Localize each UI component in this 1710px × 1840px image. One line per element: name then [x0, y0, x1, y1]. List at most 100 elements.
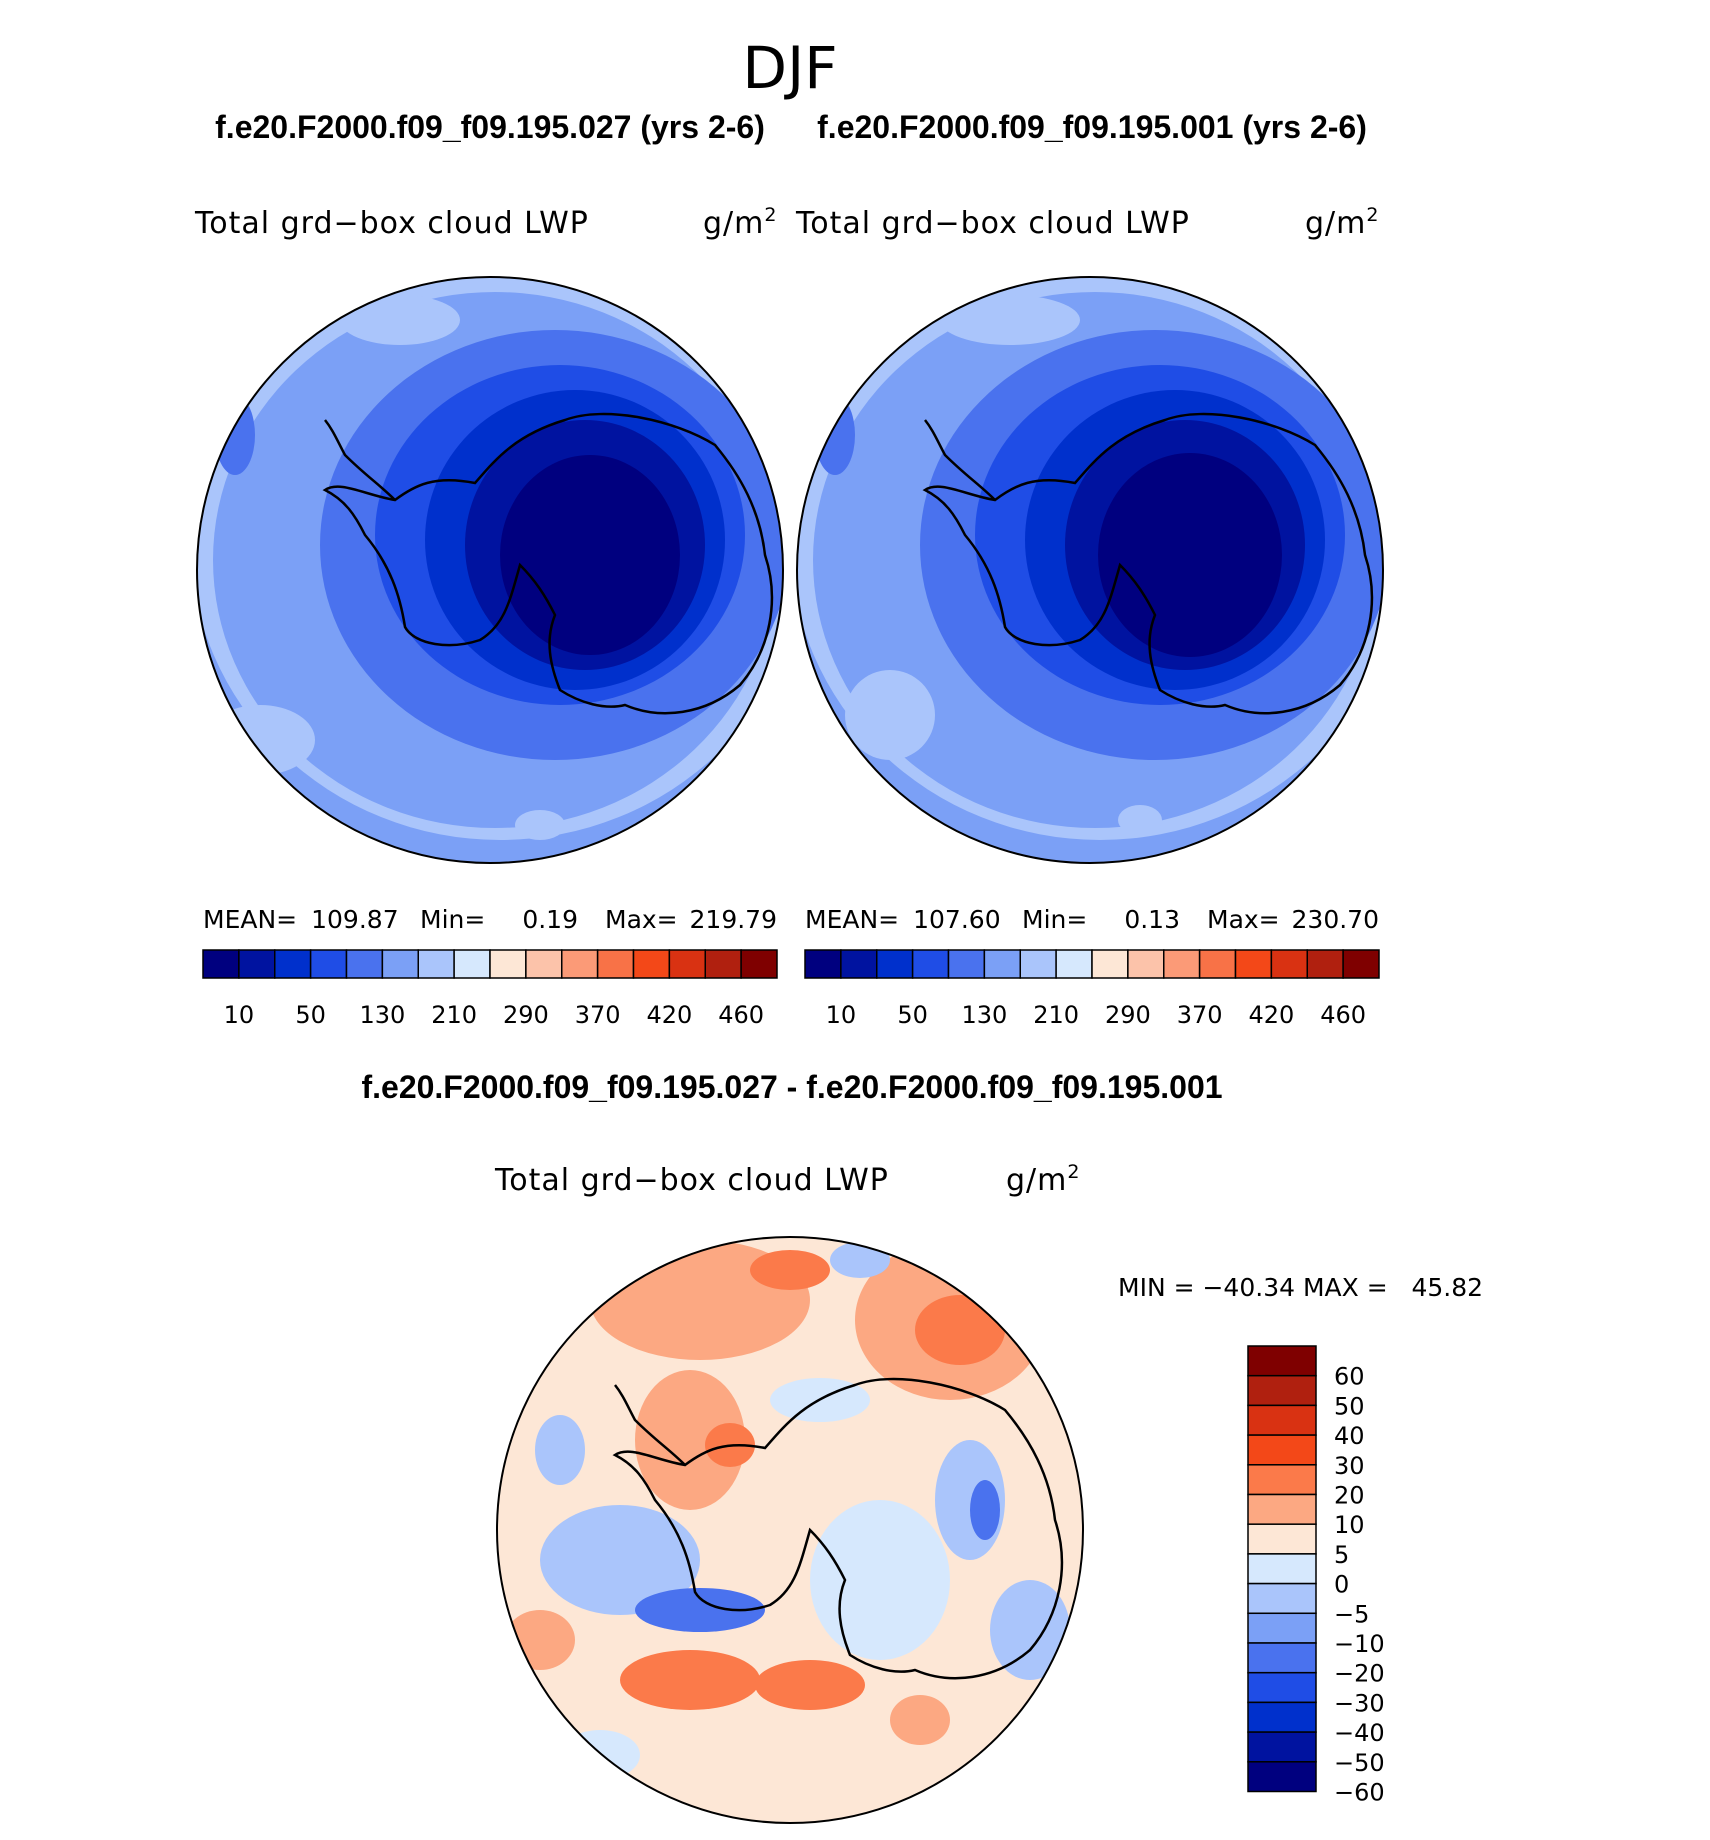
left-colorbar-tick-label: 210	[431, 1001, 477, 1029]
right-colorbar-box	[876, 949, 914, 979]
diff-colorbar-tick-label: −5	[1334, 1600, 1369, 1628]
diff-map-outline	[496, 1236, 1084, 1824]
left-colorbar-tick-label: 420	[646, 1001, 692, 1029]
left-case-title: f.e20.F2000.f09_f09.195.027 (yrs 2-6)	[215, 109, 765, 145]
diff-minmax: MIN = −40.34 MAX = 45.82	[1118, 1273, 1483, 1302]
diff-colorbar-box	[1247, 1731, 1317, 1763]
diff-colorbar-tick-label: 50	[1334, 1392, 1365, 1420]
right-colorbar-box	[1198, 949, 1237, 979]
left-colorbar-box	[561, 949, 599, 979]
svg-text:MEAN=107.60: MEAN= 107.60	[805, 905, 1001, 934]
diff-colorbar-tick-label: −50	[1334, 1749, 1385, 1777]
right-colorbar-box	[1234, 949, 1273, 979]
left-colorbar-box	[740, 949, 778, 979]
left-panel: f.e20.F2000.f09_f09.195.027 (yrs 2-6) To…	[194, 109, 784, 1029]
right-panel: f.e20.F2000.f09_f09.195.001 (yrs 2-6) To…	[795, 109, 1384, 1029]
left-colorbar-box	[489, 949, 527, 979]
diff-panel: f.e20.F2000.f09_f09.195.027 - f.e20.F200…	[361, 1069, 1483, 1824]
svg-text:0.19: 0.19	[522, 905, 578, 934]
right-variable-label: Total grd−box cloud LWP	[795, 206, 1190, 241]
left-colorbar-box	[238, 949, 276, 979]
diff-colorbar-box	[1247, 1523, 1317, 1555]
diff-colorbar-tick-label: 40	[1334, 1422, 1365, 1450]
left-colorbar-tick-label: 460	[718, 1001, 764, 1029]
diff-colorbar-tick-label: 30	[1334, 1452, 1365, 1480]
svg-text:0.13: 0.13	[1124, 905, 1180, 934]
diff-variable-label: Total grd−box cloud LWP	[494, 1163, 889, 1198]
left-colorbar-tick-label: 50	[295, 1001, 326, 1029]
right-case-title: f.e20.F2000.f09_f09.195.001 (yrs 2-6)	[817, 109, 1367, 145]
svg-text:Min=: Min=	[420, 905, 485, 934]
left-colorbar-box	[202, 949, 240, 979]
diff-colorbar-tick-label: −60	[1334, 1779, 1385, 1807]
left-stats: MEAN= 109.87 Min= 0.19 Max= 219.79	[203, 905, 777, 934]
left-colorbar-box	[596, 949, 635, 979]
svg-text:219.79: 219.79	[690, 905, 777, 934]
diff-colorbar-box	[1247, 1553, 1317, 1585]
right-colorbar-box	[1306, 949, 1344, 979]
left-colorbar-tick-label: 10	[224, 1001, 255, 1029]
diff-colorbar-tick-label: −30	[1334, 1689, 1385, 1717]
right-colorbar-tick-label: 210	[1033, 1001, 1079, 1029]
svg-text:MEAN=109.87: MEAN= 109.87	[203, 905, 399, 934]
diff-colorbar-tick-label: 60	[1334, 1363, 1365, 1391]
left-colorbar-box	[417, 949, 455, 979]
right-colorbar-box	[947, 949, 986, 979]
left-colorbar-box	[668, 949, 706, 979]
right-colorbar-tick-label: 370	[1177, 1001, 1223, 1029]
left-colorbar-tick-label: 370	[575, 1001, 621, 1029]
diff-colorbar-box	[1247, 1493, 1317, 1525]
left-colorbar-tick-label: 130	[359, 1001, 405, 1029]
right-units-label: g/m2	[1305, 204, 1379, 241]
right-colorbar: 10 50 130 210 290 370 420 460	[804, 949, 1380, 1029]
left-colorbar-box	[632, 949, 671, 979]
diff-map	[497, 1237, 1083, 1823]
diff-colorbar-box	[1247, 1434, 1317, 1466]
right-map-outline	[796, 276, 1384, 864]
diff-colorbar-tick-label: −10	[1334, 1630, 1385, 1658]
right-colorbar-box	[840, 949, 878, 979]
right-colorbar-box	[1342, 949, 1380, 979]
left-map	[197, 277, 783, 863]
right-colorbar-tick-label: 10	[826, 1001, 857, 1029]
right-colorbar-box	[1127, 949, 1165, 979]
left-colorbar-box	[453, 949, 491, 979]
diff-colorbar-tick-label: 10	[1334, 1511, 1365, 1539]
left-colorbar-tick-label: 290	[503, 1001, 549, 1029]
left-colorbar-box	[704, 949, 742, 979]
left-colorbar-box	[381, 949, 419, 979]
diff-case-title: f.e20.F2000.f09_f09.195.027 - f.e20.F200…	[361, 1069, 1222, 1105]
right-colorbar-box	[911, 949, 950, 979]
left-map-outline	[196, 276, 784, 864]
right-map	[797, 277, 1383, 863]
svg-text:Max=: Max=	[1207, 905, 1280, 934]
diff-colorbar-tick-label: 20	[1334, 1482, 1365, 1510]
diff-colorbar-tick-label: 0	[1334, 1571, 1349, 1599]
diff-colorbar-box	[1247, 1464, 1317, 1496]
diff-colorbar-box	[1247, 1404, 1317, 1436]
diff-colorbar-box	[1247, 1642, 1317, 1674]
right-colorbar-box	[1270, 949, 1308, 979]
diff-units-label: g/m2	[1006, 1161, 1080, 1198]
right-colorbar-tick-label: 460	[1320, 1001, 1366, 1029]
diff-colorbar-box	[1247, 1345, 1317, 1377]
diff-colorbar-tick-label: 5	[1334, 1541, 1349, 1569]
right-colorbar-box	[1091, 949, 1129, 979]
left-colorbar: 10 50 130 210 290 370 420 460	[202, 949, 778, 1029]
diff-colorbar-box	[1247, 1761, 1317, 1793]
figure-title: DJF	[742, 34, 837, 102]
left-colorbar-box	[274, 949, 312, 979]
right-colorbar-tick-label: 420	[1248, 1001, 1294, 1029]
diff-colorbar-box	[1247, 1701, 1317, 1733]
right-colorbar-box	[804, 949, 842, 979]
left-colorbar-box	[525, 949, 563, 979]
right-colorbar-tick-label: 290	[1105, 1001, 1151, 1029]
diff-colorbar-box	[1247, 1374, 1317, 1407]
right-colorbar-tick-label: 50	[897, 1001, 928, 1029]
diff-colorbar-tick-label: −40	[1334, 1719, 1385, 1747]
left-colorbar-box	[345, 949, 384, 979]
svg-text:230.70: 230.70	[1292, 905, 1379, 934]
diff-colorbar-tick-label: −20	[1334, 1660, 1385, 1688]
